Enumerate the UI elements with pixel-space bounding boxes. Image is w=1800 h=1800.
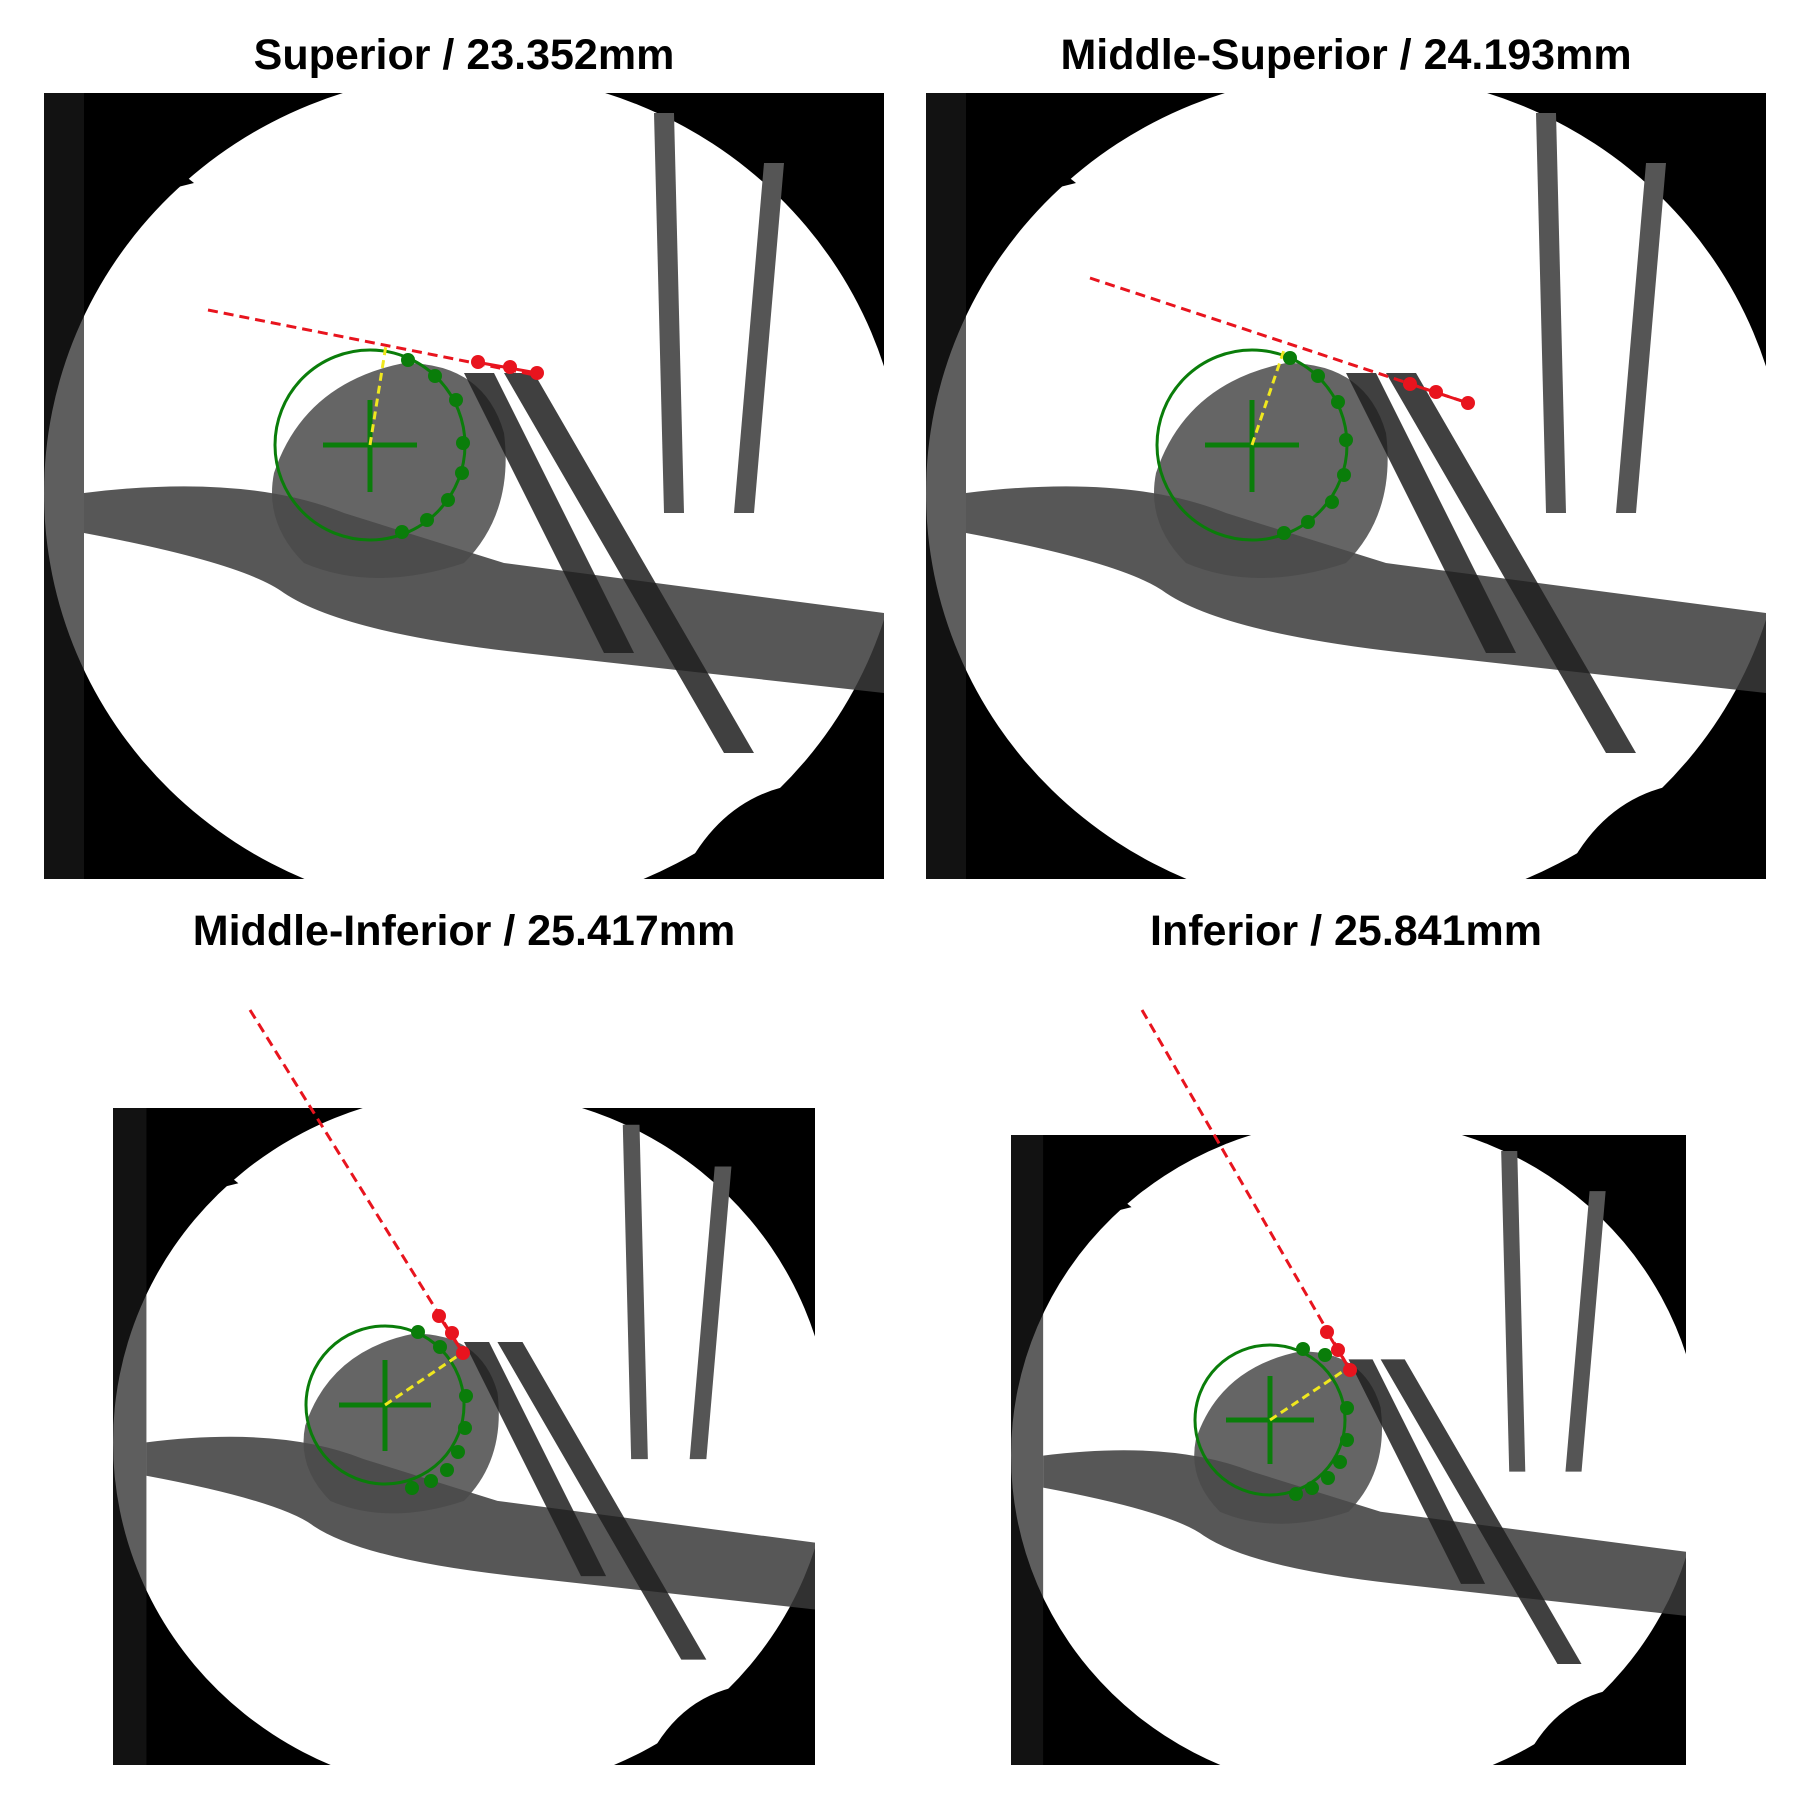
panel-title-middle-inferior: Middle-Inferior / 25.417mm (192, 907, 736, 955)
xray-panel-inferior (1011, 1135, 1686, 1765)
xray-panel-middle-inferior (113, 1108, 815, 1765)
xray-image (1011, 1135, 1686, 1765)
xray-image (44, 93, 884, 879)
xray-panel-middle-superior (926, 93, 1766, 879)
panel-title-superior: Superior / 23.352mm (253, 31, 675, 79)
xray-image (113, 1108, 815, 1765)
xray-panel-superior (44, 93, 884, 879)
panel-title-inferior: Inferior / 25.841mm (1150, 907, 1542, 955)
panel-title-middle-superior: Middle-Superior / 24.193mm (1060, 31, 1632, 79)
xray-image (926, 93, 1766, 879)
